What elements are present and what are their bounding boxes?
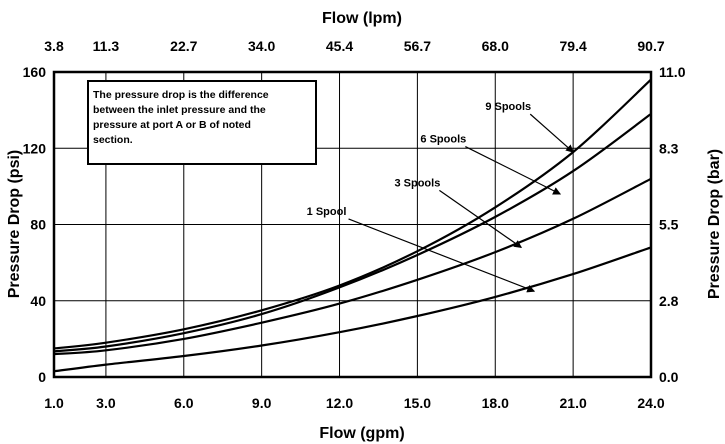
series-lines — [53, 78, 652, 373]
series-label: 9 Spools — [485, 101, 531, 113]
series-callout-arrow — [529, 113, 574, 153]
series-callout-arrow — [465, 145, 562, 195]
series-line — [53, 113, 652, 353]
x-bottom-axis-title: Flow (gpm) — [319, 425, 404, 442]
y-left-tick-label: 40 — [30, 293, 46, 309]
y-right-axis-title: Pressure Drop (bar) — [706, 149, 723, 299]
x-top-tick-label: 45.4 — [326, 38, 353, 54]
y-right-tick-label: 11.0 — [659, 64, 686, 80]
y-right-tick-label: 8.3 — [659, 140, 679, 156]
note-box: The pressure drop is the difference betw… — [87, 80, 317, 165]
series-callout-arrow — [439, 189, 523, 248]
series-labels: 1 Spool 3 Spools 6 Spools 9 Spools — [307, 101, 574, 293]
x-top-tick-label: 11.3 — [93, 38, 120, 54]
series-line — [53, 78, 652, 350]
x-bottom-tick-label: 24.0 — [637, 395, 664, 411]
x-top-tick-label: 34.0 — [248, 38, 275, 54]
y-left-tick-label: 0 — [38, 369, 46, 385]
x-top-tick-label: 56.7 — [404, 38, 431, 54]
x-bottom-tick-label: 1.0 — [44, 395, 64, 411]
y-right-tick-label: 0.0 — [659, 369, 679, 385]
note-line: between the inlet pressure and the — [93, 104, 266, 116]
x-top-axis-title: Flow (lpm) — [322, 10, 402, 27]
series-line — [53, 246, 652, 373]
series-callout-arrow — [348, 218, 536, 293]
tick-labels: 1.0 3.8 3.0 11.3 6.0 22.7 9.0 34.0 12.0 45.4 15.0 5… — [23, 38, 686, 411]
y-left-tick-label: 80 — [30, 217, 46, 233]
x-top-tick-label: 22.7 — [170, 38, 197, 54]
note-line: The pressure drop is the difference — [93, 89, 269, 101]
x-bottom-tick-label: 18.0 — [482, 395, 509, 411]
y-left-tick-label: 120 — [23, 140, 47, 156]
series-label: 1 Spool — [307, 206, 347, 218]
x-bottom-tick-label: 9.0 — [252, 395, 272, 411]
y-left-axis-title: Pressure Drop (psi) — [6, 150, 23, 298]
y-right-tick-label: 5.5 — [659, 217, 679, 233]
x-top-tick-label: 3.8 — [44, 38, 64, 54]
series-line — [53, 177, 652, 356]
y-right-tick-label: 2.8 — [659, 293, 679, 309]
x-top-tick-label: 90.7 — [637, 38, 664, 54]
x-bottom-tick-label: 21.0 — [560, 395, 587, 411]
series-label: 6 Spools — [420, 134, 466, 146]
x-bottom-tick-label: 6.0 — [174, 395, 194, 411]
x-top-tick-label: 68.0 — [482, 38, 509, 54]
note-line: pressure at port A or B of noted — [93, 119, 251, 131]
note-line: section. — [93, 134, 133, 146]
y-left-tick-label: 160 — [23, 64, 47, 80]
x-bottom-tick-label: 12.0 — [326, 395, 353, 411]
note-box-frame — [87, 80, 317, 165]
plot-frame — [52, 70, 653, 379]
x-top-tick-label: 79.4 — [560, 38, 587, 54]
x-bottom-tick-label: 15.0 — [404, 395, 431, 411]
series-label: 3 Spools — [394, 177, 440, 189]
x-bottom-tick-label: 3.0 — [96, 395, 116, 411]
